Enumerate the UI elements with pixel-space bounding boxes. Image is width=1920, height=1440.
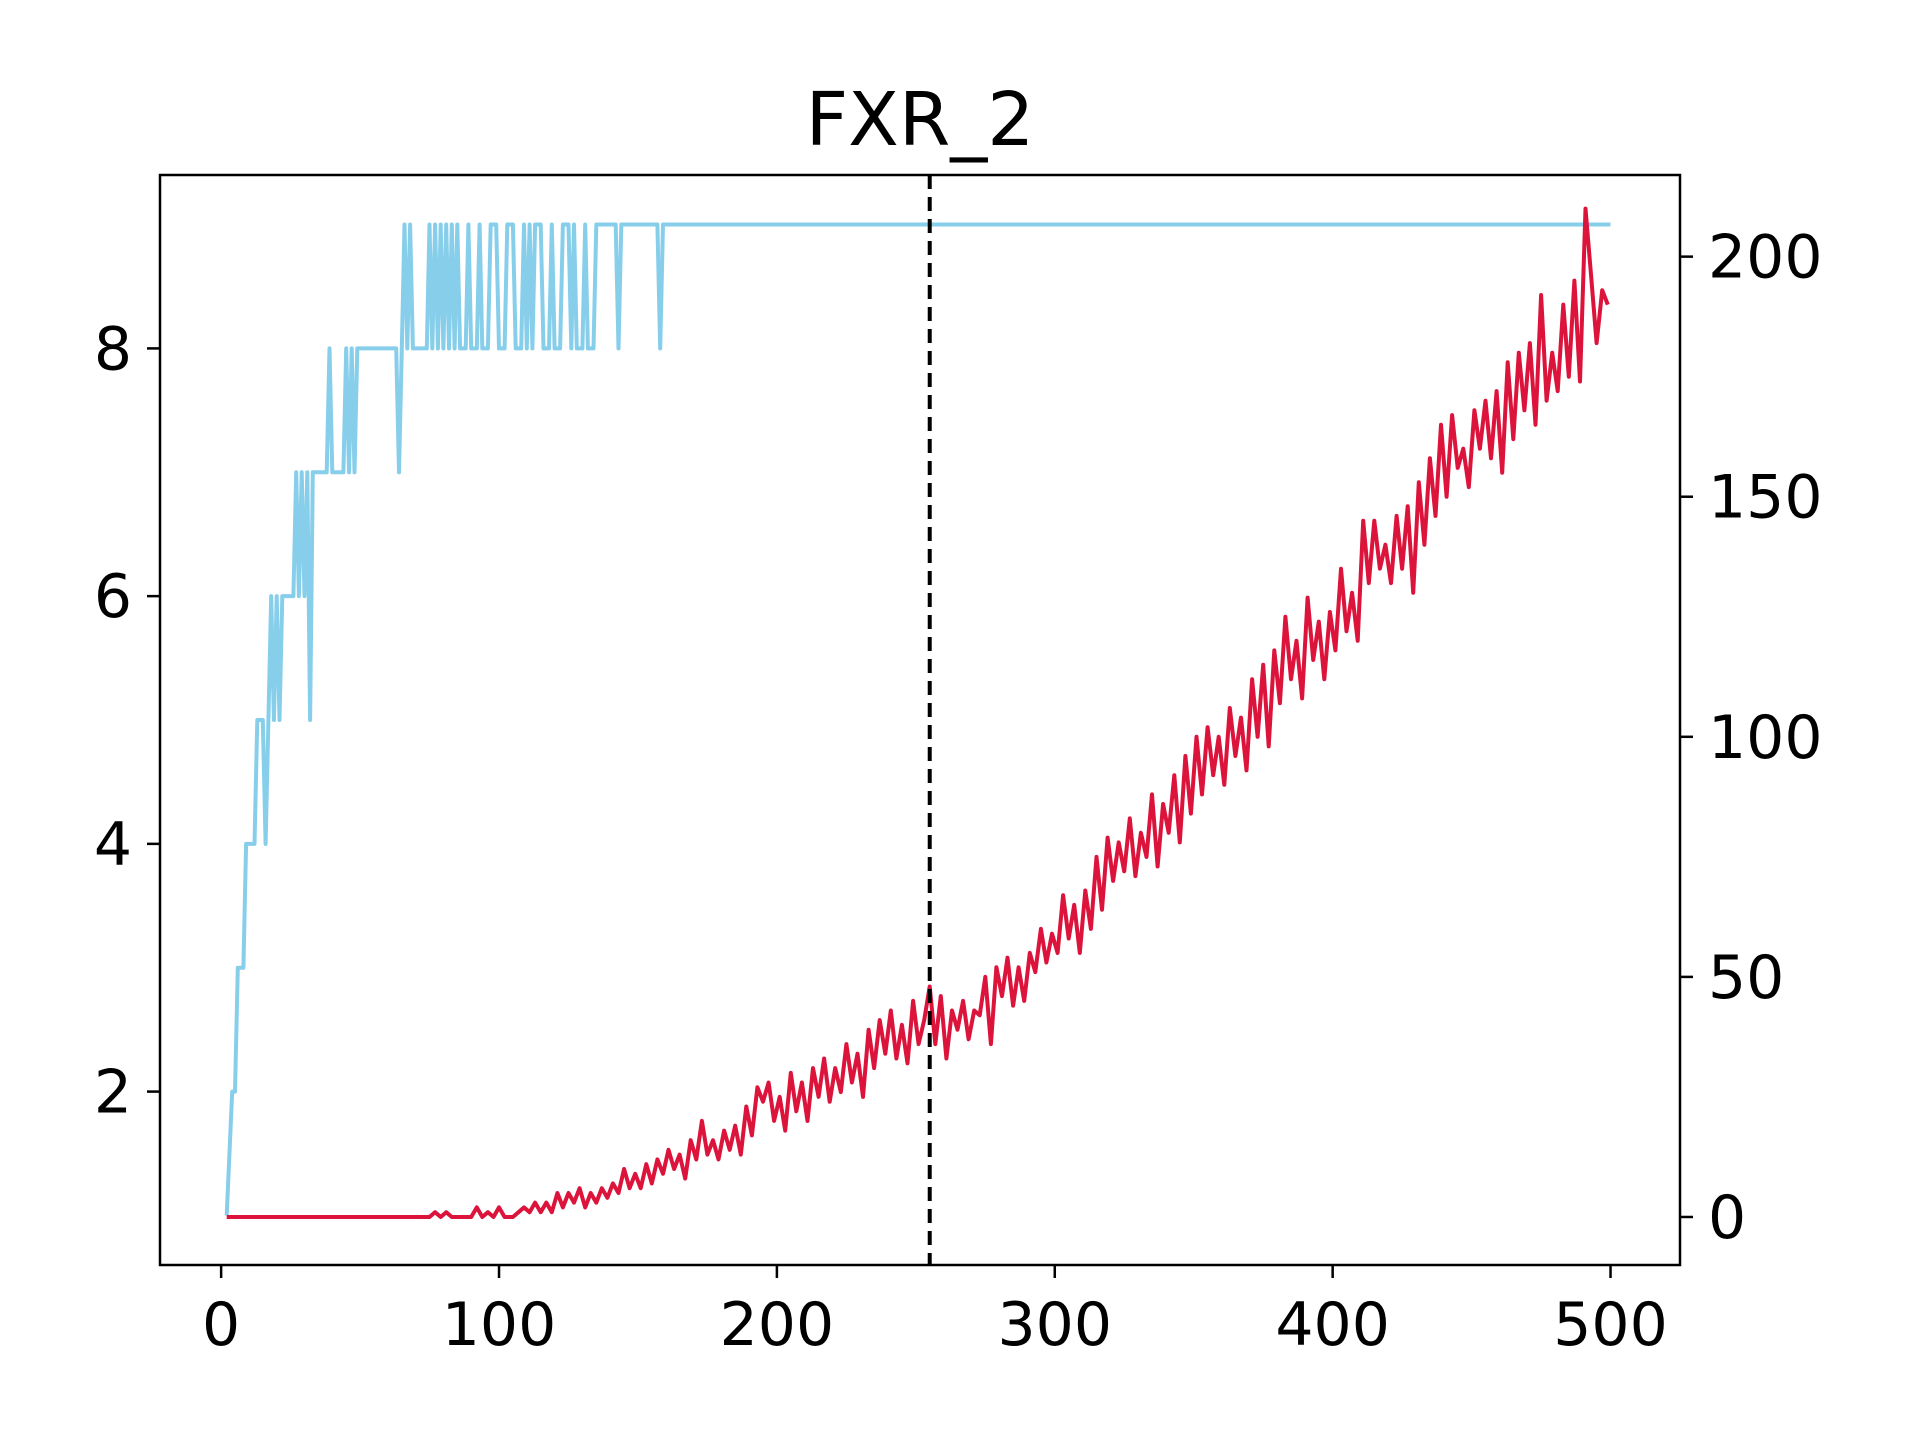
y-right-tick-label: 200 <box>1708 223 1823 293</box>
y-left-tick-label: 8 <box>94 314 132 384</box>
y-left-tick-label: 6 <box>94 562 132 632</box>
y-right-tick-label: 0 <box>1708 1183 1746 1253</box>
y-axis-left: 2 4 6 8 <box>94 314 160 1128</box>
y-right-tick-label: 50 <box>1708 943 1784 1013</box>
y-left-tick-label: 2 <box>94 1058 132 1128</box>
series-line-1-left-axis <box>224 222 1611 1216</box>
y-axis-right: 0 50 100 150 200 <box>1680 223 1823 1253</box>
x-tick-label: 300 <box>998 1290 1113 1360</box>
x-tick-label: 500 <box>1553 1290 1668 1360</box>
y-right-tick-label: 150 <box>1708 463 1823 533</box>
y-right-tick-label: 100 <box>1708 703 1823 773</box>
x-axis: 0 100 200 300 400 500 <box>202 1265 1668 1360</box>
chart-title: FXR_2 <box>806 77 1035 163</box>
x-tick-label: 100 <box>442 1290 557 1360</box>
x-tick-label: 400 <box>1275 1290 1390 1360</box>
x-tick-label: 0 <box>202 1290 240 1360</box>
x-tick-label: 200 <box>720 1290 835 1360</box>
plot-frame <box>158 173 1682 1267</box>
series-layer <box>224 206 1611 1219</box>
series-line-2-right-axis <box>226 206 1610 1219</box>
y-left-tick-label: 4 <box>94 810 132 880</box>
